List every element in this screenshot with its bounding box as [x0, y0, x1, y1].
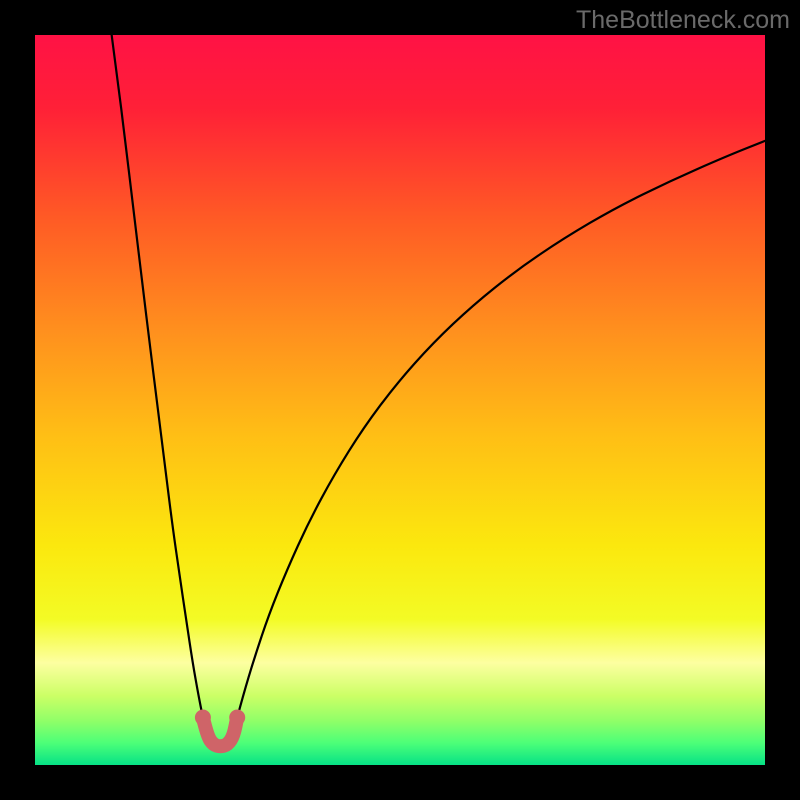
heatmap-curve-chart — [35, 35, 765, 765]
watermark-text: TheBottleneck.com — [576, 6, 790, 35]
plot-area — [35, 35, 765, 765]
gradient-background — [35, 35, 765, 765]
valley-dot-right — [229, 710, 245, 726]
valley-dot-left — [195, 710, 211, 726]
chart-container: TheBottleneck.com — [0, 0, 800, 800]
